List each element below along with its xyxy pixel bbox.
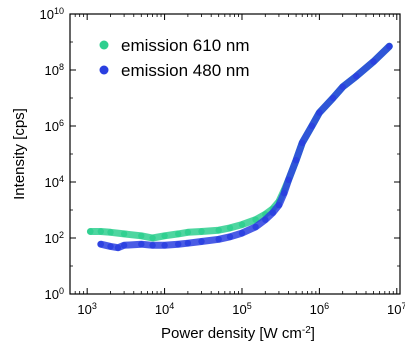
x-tick-label: 105 <box>232 301 251 317</box>
data-point <box>269 209 276 216</box>
y-tick-label-base: 10 <box>45 175 59 190</box>
x-tick-label-base: 10 <box>77 302 91 317</box>
data-point <box>175 241 182 248</box>
data-point <box>238 229 246 237</box>
legend-label: emission 610 nm <box>121 36 250 55</box>
series-line <box>97 42 393 252</box>
y-tick-label-exp: 6 <box>59 118 64 128</box>
x-tick-label-exp: 3 <box>92 301 97 311</box>
data-point <box>198 228 205 235</box>
y-tick-label-base: 10 <box>45 63 59 78</box>
data-point <box>114 244 122 251</box>
data-point <box>149 234 156 242</box>
y-tick-label-base: 10 <box>45 231 59 246</box>
y-tick-label-exp: 0 <box>59 286 64 296</box>
y-tick-label: 104 <box>45 174 64 190</box>
data-point <box>252 223 259 231</box>
data-point <box>120 230 128 238</box>
data-point <box>138 232 145 239</box>
y-tick-label-base: 10 <box>40 7 54 22</box>
data-point <box>386 43 393 50</box>
x-axis-label-sup: -2 <box>302 325 311 336</box>
y-tick-label: 100 <box>45 286 64 302</box>
data-point <box>329 94 337 102</box>
data-point <box>97 241 105 248</box>
legend-marker <box>99 40 109 50</box>
y-tick-label-exp: 2 <box>59 230 64 240</box>
data-point <box>299 139 306 147</box>
y-tick-label-base: 10 <box>45 287 59 302</box>
data-point <box>215 227 222 234</box>
legend-marker <box>99 65 109 75</box>
x-tick-label-base: 10 <box>387 302 401 317</box>
data-point <box>252 216 259 223</box>
data-point <box>161 232 168 239</box>
x-tick-label: 104 <box>155 301 174 317</box>
data-point <box>184 240 192 247</box>
legend: emission 610 nm emission 480 nm <box>99 36 250 80</box>
x-tick-label: 106 <box>310 301 329 317</box>
data-point <box>87 228 94 235</box>
data-point <box>198 238 205 245</box>
x-tick-label: 107 <box>387 301 405 317</box>
x-axis-label-base: Power density [W cm <box>161 325 302 342</box>
data-point <box>275 201 283 209</box>
y-tick-label-base: 10 <box>45 119 59 134</box>
x-tick-label-exp: 6 <box>324 301 329 311</box>
plot-frame <box>69 13 401 295</box>
y-tick-label-exp: 8 <box>59 62 64 72</box>
data-point <box>308 122 316 130</box>
data-point <box>149 242 156 249</box>
y-tick-label: 108 <box>45 62 64 78</box>
data-point <box>292 157 300 164</box>
y-tick-label: 1010 <box>40 6 64 22</box>
data-point <box>339 83 346 91</box>
data-point <box>215 236 222 243</box>
axis-ticks <box>69 13 400 295</box>
data-point <box>107 229 114 236</box>
data-point <box>280 189 288 197</box>
x-tick-label-base: 10 <box>155 302 169 317</box>
data-point <box>370 58 377 65</box>
x-axis-label: Power density [W cm-2] <box>161 325 315 343</box>
data-point <box>138 241 145 248</box>
data-point <box>262 216 269 223</box>
data-point <box>238 221 246 228</box>
x-tick-label-base: 10 <box>232 302 246 317</box>
y-tick-label: 102 <box>45 230 64 246</box>
data-point <box>226 233 234 240</box>
data-point <box>353 73 360 80</box>
y-tick-label-exp: 4 <box>59 174 64 184</box>
y-axis-label: Intensity [cps] <box>11 108 28 200</box>
data-point <box>107 243 114 250</box>
data-point <box>316 109 323 116</box>
x-tick-label-exp: 5 <box>247 301 252 311</box>
legend-label: emission 480 nm <box>121 61 250 80</box>
data-point <box>175 230 182 238</box>
y-tick-label: 106 <box>45 118 64 134</box>
data-point <box>120 242 128 249</box>
x-tick-label-base: 10 <box>310 302 324 317</box>
y-tick-label-exp: 10 <box>54 6 64 16</box>
data-point <box>226 224 234 232</box>
data-point <box>97 228 105 235</box>
data-point <box>184 229 192 236</box>
x-tick-label-exp: 7 <box>402 301 405 311</box>
data-point <box>285 176 292 183</box>
x-axis-label-tail: ] <box>311 325 315 342</box>
x-tick-label-exp: 4 <box>169 301 174 311</box>
x-tick-label: 103 <box>77 301 96 317</box>
series-layer <box>86 42 393 252</box>
data-point <box>161 242 168 249</box>
series-2 <box>97 42 393 252</box>
